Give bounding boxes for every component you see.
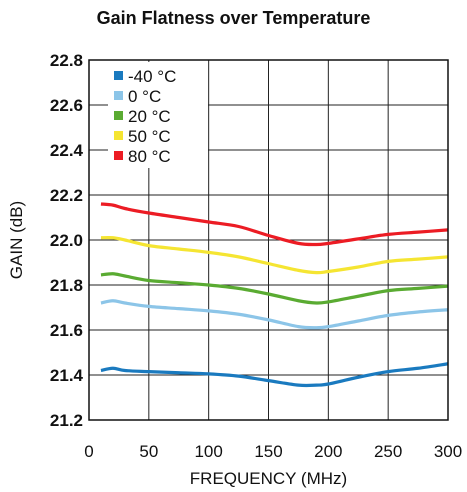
legend-swatch — [114, 91, 123, 100]
x-tick-label: 200 — [314, 442, 342, 461]
x-tick-label: 0 — [84, 442, 93, 461]
legend-swatch — [114, 71, 123, 80]
legend-swatch — [114, 111, 123, 120]
legend: -40 °C0 °C20 °C50 °C80 °C — [108, 62, 208, 168]
legend-label: -40 °C — [128, 67, 176, 86]
x-tick-labels: 0 50 100 150 200 250 300 — [84, 442, 462, 461]
series-line--40c — [100, 362, 449, 388]
y-tick-label: 21.8 — [50, 276, 83, 295]
y-tick-label: 21.4 — [50, 366, 84, 385]
y-tick-label: 21.2 — [50, 411, 83, 430]
series-line-20c — [100, 272, 449, 305]
y-tick-label: 22.4 — [50, 141, 84, 160]
y-tick-label: 22.0 — [50, 231, 83, 250]
x-tick-label: 100 — [194, 442, 222, 461]
series-lines — [100, 202, 449, 388]
legend-label: 80 °C — [128, 147, 171, 166]
legend-swatch — [114, 131, 123, 140]
x-tick-label: 250 — [374, 442, 402, 461]
series-line-0c — [100, 299, 449, 330]
y-tick-label: 22.8 — [50, 51, 83, 70]
chart-title: Gain Flatness over Temperature — [96, 8, 371, 28]
legend-label: 0 °C — [128, 87, 161, 106]
legend-label: 20 °C — [128, 107, 171, 126]
series-line-50c — [100, 235, 449, 275]
y-tick-labels: 21.2 21.4 21.6 21.8 22.0 22.2 22.4 22.6 22.8 — [50, 51, 84, 430]
legend-label: 50 °C — [128, 127, 171, 146]
legend-background — [108, 62, 208, 168]
y-axis-label: GAIN (dB) — [7, 201, 26, 279]
x-tick-label: 150 — [254, 442, 282, 461]
y-tick-label: 22.2 — [50, 186, 83, 205]
x-tick-label: 300 — [434, 442, 462, 461]
series-line-80c — [100, 202, 449, 247]
y-tick-label: 21.6 — [50, 321, 83, 340]
legend-swatch — [114, 151, 123, 160]
x-axis-label: FREQUENCY (MHz) — [190, 469, 347, 488]
y-tick-label: 22.6 — [50, 96, 83, 115]
plot-frame — [88, 59, 449, 421]
x-tick-label: 50 — [139, 442, 158, 461]
